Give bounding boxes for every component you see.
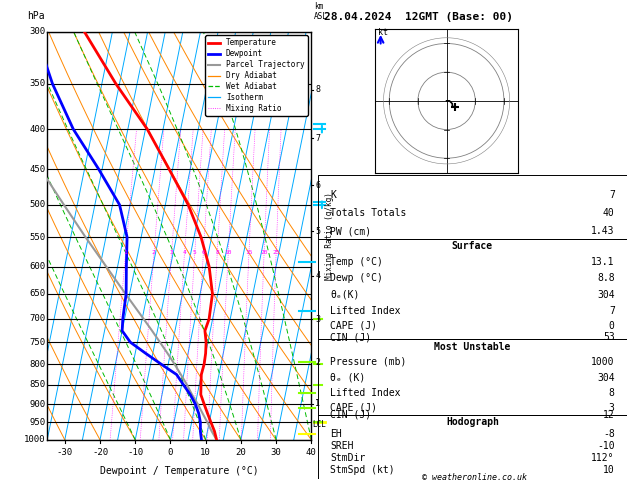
Text: -30: -30 xyxy=(57,448,73,457)
Text: 500: 500 xyxy=(30,200,46,209)
Legend: Temperature, Dewpoint, Parcel Trajectory, Dry Adiabat, Wet Adiabat, Isotherm, Mi: Temperature, Dewpoint, Parcel Trajectory… xyxy=(205,35,308,116)
Text: Lifted Index: Lifted Index xyxy=(330,306,401,316)
Text: 1.43: 1.43 xyxy=(591,226,615,236)
Text: 0: 0 xyxy=(609,321,615,331)
Text: km
ASL: km ASL xyxy=(314,2,328,21)
Text: 450: 450 xyxy=(30,165,46,174)
Text: 400: 400 xyxy=(30,124,46,134)
Text: K: K xyxy=(330,190,336,200)
Text: 7: 7 xyxy=(609,306,615,316)
Text: 3: 3 xyxy=(170,250,173,255)
Text: 20: 20 xyxy=(235,448,247,457)
Text: 750: 750 xyxy=(30,338,46,347)
Text: © weatheronline.co.uk: © weatheronline.co.uk xyxy=(423,473,527,482)
Text: -20: -20 xyxy=(92,448,108,457)
Text: 10: 10 xyxy=(200,448,211,457)
Text: Hodograph: Hodograph xyxy=(446,417,499,427)
Text: 15: 15 xyxy=(245,250,253,255)
Text: CAPE (J): CAPE (J) xyxy=(330,403,377,413)
Text: 700: 700 xyxy=(30,314,46,323)
Text: Pressure (mb): Pressure (mb) xyxy=(330,357,406,367)
Text: 1000: 1000 xyxy=(25,435,46,444)
Text: hPa: hPa xyxy=(27,11,45,21)
Text: 1: 1 xyxy=(123,250,127,255)
Text: 4: 4 xyxy=(315,271,320,280)
Text: 850: 850 xyxy=(30,380,46,389)
Text: -10: -10 xyxy=(127,448,143,457)
Text: 28.04.2024  12GMT (Base: 00): 28.04.2024 12GMT (Base: 00) xyxy=(324,12,513,22)
Text: θₑ(K): θₑ(K) xyxy=(330,290,359,300)
Text: PW (cm): PW (cm) xyxy=(330,226,371,236)
Text: CAPE (J): CAPE (J) xyxy=(330,321,377,331)
Text: 650: 650 xyxy=(30,289,46,298)
Text: 10: 10 xyxy=(603,465,615,475)
Text: 6: 6 xyxy=(315,181,320,190)
Text: LCL: LCL xyxy=(313,420,326,430)
Text: Dewp (°C): Dewp (°C) xyxy=(330,273,383,283)
Text: Totals Totals: Totals Totals xyxy=(330,208,406,218)
Text: 8: 8 xyxy=(215,250,219,255)
Text: 6: 6 xyxy=(201,250,205,255)
Text: 900: 900 xyxy=(30,399,46,409)
Text: -10: -10 xyxy=(597,441,615,451)
Text: 5: 5 xyxy=(315,226,320,236)
Text: Lifted Index: Lifted Index xyxy=(330,388,401,398)
Text: 7: 7 xyxy=(315,134,320,142)
Text: 950: 950 xyxy=(30,418,46,427)
Text: 12: 12 xyxy=(603,410,615,420)
Text: θₑ (K): θₑ (K) xyxy=(330,373,365,382)
Text: 8: 8 xyxy=(609,388,615,398)
Text: 300: 300 xyxy=(30,27,46,36)
Text: 550: 550 xyxy=(30,233,46,242)
Text: 304: 304 xyxy=(597,373,615,382)
Text: CIN (J): CIN (J) xyxy=(330,410,371,420)
Text: Temp (°C): Temp (°C) xyxy=(330,257,383,266)
Text: SREH: SREH xyxy=(330,441,353,451)
Text: 8.8: 8.8 xyxy=(597,273,615,283)
Text: Mixing Ratio (g/kg): Mixing Ratio (g/kg) xyxy=(325,192,335,279)
Text: Most Unstable: Most Unstable xyxy=(434,342,511,351)
Text: EH: EH xyxy=(330,429,342,439)
Text: kt: kt xyxy=(378,28,387,37)
Text: 3: 3 xyxy=(315,315,320,324)
Text: Surface: Surface xyxy=(452,242,493,251)
Text: StmDir: StmDir xyxy=(330,453,365,463)
Text: 1: 1 xyxy=(315,399,320,408)
Text: 10: 10 xyxy=(225,250,232,255)
Text: 3: 3 xyxy=(609,403,615,413)
Text: 25: 25 xyxy=(272,250,280,255)
Text: 8: 8 xyxy=(315,85,320,94)
Text: Dewpoint / Temperature (°C): Dewpoint / Temperature (°C) xyxy=(100,467,259,476)
Text: 7: 7 xyxy=(609,190,615,200)
Text: 40: 40 xyxy=(306,448,317,457)
Text: 20: 20 xyxy=(260,250,268,255)
Text: 40: 40 xyxy=(603,208,615,218)
Text: 600: 600 xyxy=(30,262,46,271)
Text: 2: 2 xyxy=(152,250,156,255)
Text: 1000: 1000 xyxy=(591,357,615,367)
Text: 13.1: 13.1 xyxy=(591,257,615,266)
Text: 0: 0 xyxy=(168,448,173,457)
Text: 350: 350 xyxy=(30,79,46,88)
Text: CIN (J): CIN (J) xyxy=(330,332,371,343)
Text: 53: 53 xyxy=(603,332,615,343)
Text: 304: 304 xyxy=(597,290,615,300)
Text: 2: 2 xyxy=(315,358,320,366)
Text: 30: 30 xyxy=(270,448,282,457)
Text: StmSpd (kt): StmSpd (kt) xyxy=(330,465,394,475)
Text: 4: 4 xyxy=(182,250,186,255)
Text: 800: 800 xyxy=(30,360,46,369)
Text: 112°: 112° xyxy=(591,453,615,463)
Text: -8: -8 xyxy=(603,429,615,439)
Text: 5: 5 xyxy=(192,250,196,255)
